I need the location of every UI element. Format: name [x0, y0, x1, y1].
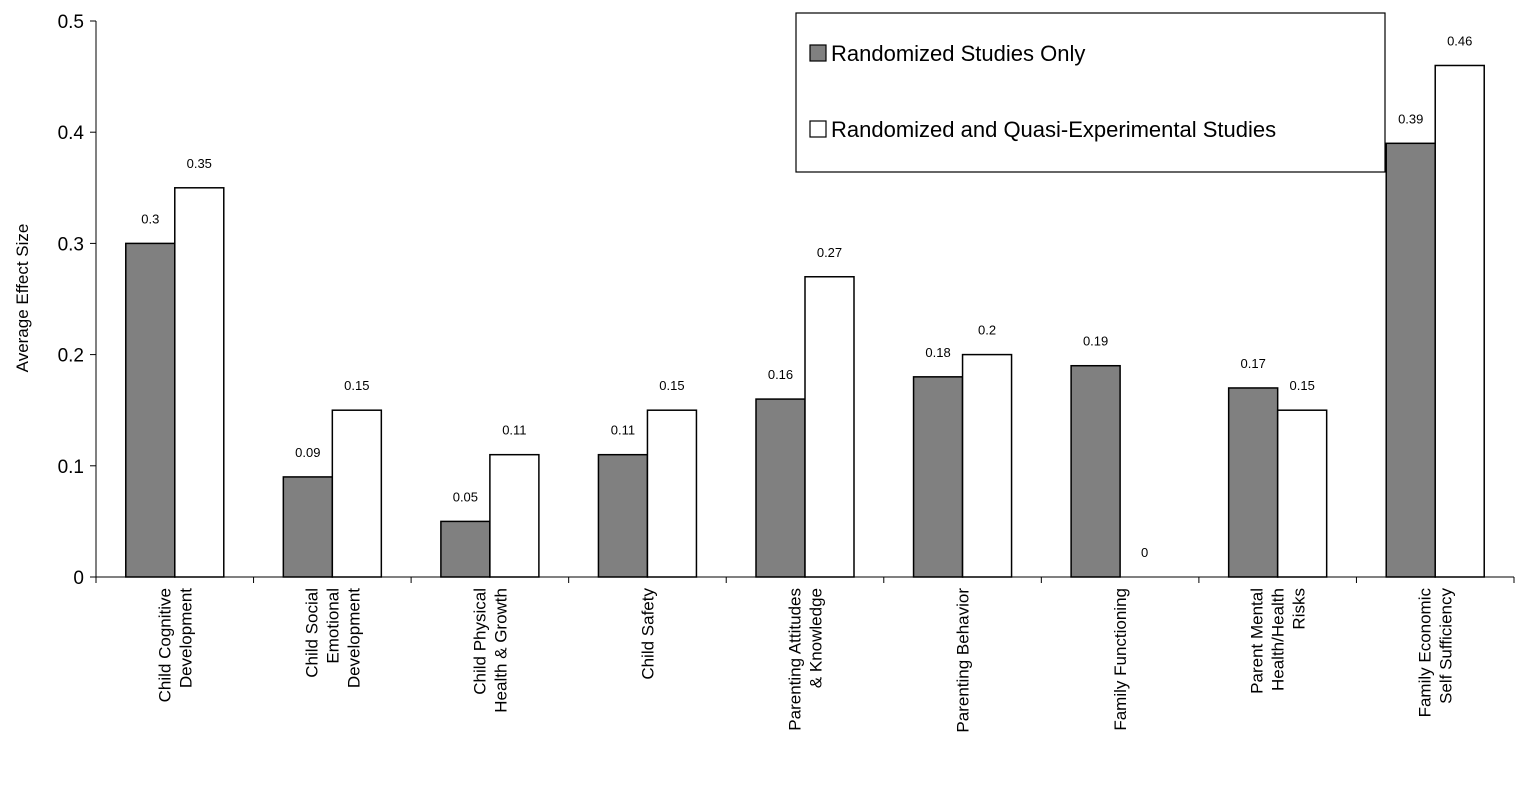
category-label-text: Parenting Behavior	[954, 588, 973, 733]
data-label: 0.15	[1290, 378, 1315, 393]
category-label-line: Parenting Attitudes	[786, 588, 805, 731]
bar-quasi-experimental	[331, 409, 383, 578]
category-label-text: Family Economic Self Sufficiency	[1416, 588, 1456, 718]
data-label: 0.35	[187, 156, 212, 171]
bars	[125, 64, 1485, 578]
category-label-line: Development	[344, 588, 363, 688]
category-label: Parent Mental Health/Health Risks	[1248, 588, 1309, 694]
data-label: 0	[1141, 545, 1148, 560]
category-label-line: Self Sufficiency	[1437, 588, 1456, 704]
category-label: Parenting Behavior	[954, 588, 973, 733]
data-label: 0.2	[978, 323, 996, 338]
bar-randomized	[125, 242, 176, 578]
data-label: 0.05	[453, 489, 478, 504]
data-label: 0.46	[1447, 33, 1472, 48]
category-label-text: Parent Mental Health/Health Risks	[1248, 588, 1309, 694]
category-label-line: Parenting Behavior	[954, 588, 973, 733]
bar-randomized	[755, 398, 806, 578]
legend: Randomized Studies Only Randomized and Qu…	[795, 12, 1386, 173]
bar-quasi-experimental	[961, 353, 1013, 578]
category-label: Child Social Emotional Development	[302, 588, 363, 688]
category-label-line: Family Functioning	[1111, 588, 1130, 731]
y-tick-label: 0.5	[58, 12, 84, 33]
category-label: Family Functioning	[1111, 588, 1130, 731]
category-label-text: Child Cognitive Development	[155, 588, 195, 703]
legend-label: Randomized Studies Only	[831, 41, 1085, 66]
category-label-line: Child Social	[302, 588, 321, 678]
data-label: 0.17	[1241, 356, 1266, 371]
bar-randomized	[1227, 387, 1279, 578]
data-label: 0.27	[817, 245, 842, 260]
y-tick-label: 0	[73, 568, 84, 589]
y-tick-label: 0.2	[58, 346, 84, 367]
legend-swatch	[809, 44, 827, 62]
category-label-line: Child Cognitive	[155, 588, 174, 702]
category-label: Child Physical Health & Growth	[470, 588, 510, 713]
category-label-text: Family Functioning	[1111, 588, 1130, 731]
bar-quasi-experimental	[804, 276, 855, 578]
data-label: 0.09	[295, 445, 320, 460]
category-label-line: Family Economic	[1416, 588, 1435, 718]
category-labels: Child Cognitive Development Child Social Em…	[155, 588, 1455, 733]
category-label-line: Health/Health	[1269, 588, 1288, 691]
bar-randomized	[282, 476, 334, 578]
category-label-text: Child Safety	[638, 588, 657, 680]
bar-quasi-experimental	[1434, 64, 1485, 578]
category-label-line: & Knowledge	[807, 588, 826, 688]
category-label-line: Child Safety	[638, 588, 657, 680]
data-label: 0.15	[344, 378, 369, 393]
data-label: 0.11	[502, 423, 526, 438]
data-label: 0.11	[611, 423, 635, 438]
y-tick-label: 0.1	[58, 457, 84, 478]
data-label: 0.18	[925, 345, 950, 360]
legend-label: Randomized and Quasi-Experimental Studie…	[831, 117, 1276, 142]
category-label-text: Child Social Emotional Development	[302, 588, 363, 688]
category-label: Parenting Attitudes & Knowledge	[786, 588, 826, 731]
category-label: Family Economic Self Sufficiency	[1416, 588, 1456, 718]
bar-quasi-experimental	[646, 409, 698, 578]
category-label-line: Parent Mental	[1248, 588, 1267, 694]
legend-swatch	[809, 120, 827, 138]
bar-randomized	[1070, 364, 1121, 578]
bar-randomized	[912, 376, 964, 578]
bar-randomized	[440, 520, 491, 578]
category-label-line: Child Physical	[470, 588, 489, 695]
category-label-text: Parenting Attitudes & Knowledge	[786, 588, 826, 731]
bar-quasi-experimental	[489, 453, 540, 578]
category-label-line: Risks	[1290, 588, 1309, 630]
data-label: 0.3	[141, 211, 159, 226]
category-label-line: Health & Growth	[491, 588, 510, 713]
y-tick-label: 0.4	[58, 123, 85, 144]
bar-randomized	[1385, 142, 1436, 578]
legend-box	[795, 12, 1386, 173]
y-axis-title: Average Effect Size	[13, 224, 32, 373]
data-label: 0.39	[1398, 111, 1423, 126]
category-label: Child Cognitive Development	[155, 588, 195, 703]
data-label: 0.15	[659, 378, 684, 393]
category-label-line: Development	[176, 588, 195, 688]
category-label: Child Safety	[638, 588, 657, 680]
data-label: 0.16	[768, 367, 793, 382]
bar-quasi-experimental	[1276, 409, 1328, 578]
bar-quasi-experimental	[174, 187, 225, 578]
category-label-text: Child Physical Health & Growth	[470, 588, 510, 713]
y-tick-label: 0.3	[58, 234, 84, 255]
data-label: 0.19	[1083, 334, 1108, 349]
data-labels: 0.3 0.35 0.09 0.15 0.05 0.11 0.11 0.15 0.16 0.27 0…	[141, 33, 1472, 560]
category-label-line: Emotional	[323, 588, 342, 664]
bar-randomized	[597, 453, 649, 578]
